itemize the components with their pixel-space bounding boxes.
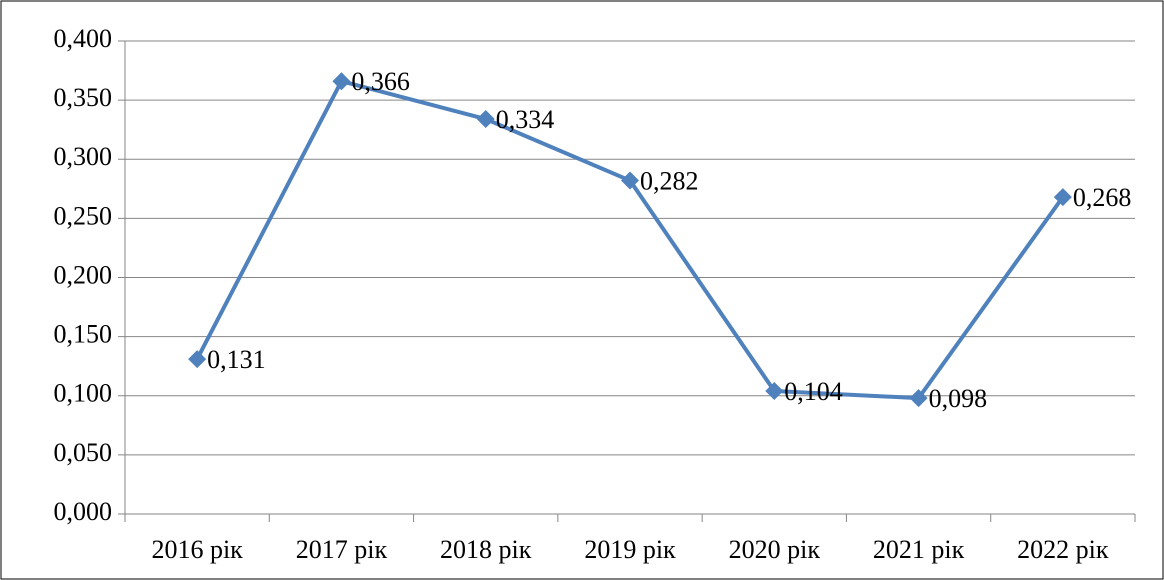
data-label: 0,268 <box>1073 183 1132 212</box>
y-tick-label: 0,050 <box>54 438 113 467</box>
x-tick-label: 2019 рік <box>584 535 676 564</box>
data-marker <box>476 110 495 129</box>
y-tick-label: 0,400 <box>54 24 113 53</box>
data-marker <box>332 72 351 91</box>
data-label: 0,366 <box>351 67 410 96</box>
data-marker <box>188 350 207 369</box>
data-marker <box>621 171 639 190</box>
y-tick-label: 0,200 <box>54 260 113 289</box>
data-label: 0,104 <box>784 377 843 406</box>
y-tick-label: 0,150 <box>54 320 113 349</box>
x-tick-label: 2016 рік <box>151 535 243 564</box>
y-tick-label: 0,000 <box>54 497 113 526</box>
y-tick-label: 0,250 <box>54 201 113 230</box>
data-marker <box>765 382 784 401</box>
data-label: 0,282 <box>640 167 699 196</box>
data-marker <box>1053 188 1072 207</box>
x-tick-label: 2021 рік <box>873 535 965 564</box>
y-tick-label: 0,350 <box>54 83 113 112</box>
x-tick-label: 2017 рік <box>296 535 388 564</box>
data-label: 0,131 <box>207 345 266 374</box>
y-tick-label: 0,300 <box>54 142 113 171</box>
x-tick-label: 2018 рік <box>440 535 532 564</box>
data-marker <box>909 389 928 408</box>
data-label: 0,334 <box>496 105 555 134</box>
data-label: 0,098 <box>929 384 988 413</box>
y-tick-label: 0,100 <box>54 379 113 408</box>
x-tick-label: 2020 рік <box>729 535 821 564</box>
x-tick-label: 2022 рік <box>1017 535 1109 564</box>
